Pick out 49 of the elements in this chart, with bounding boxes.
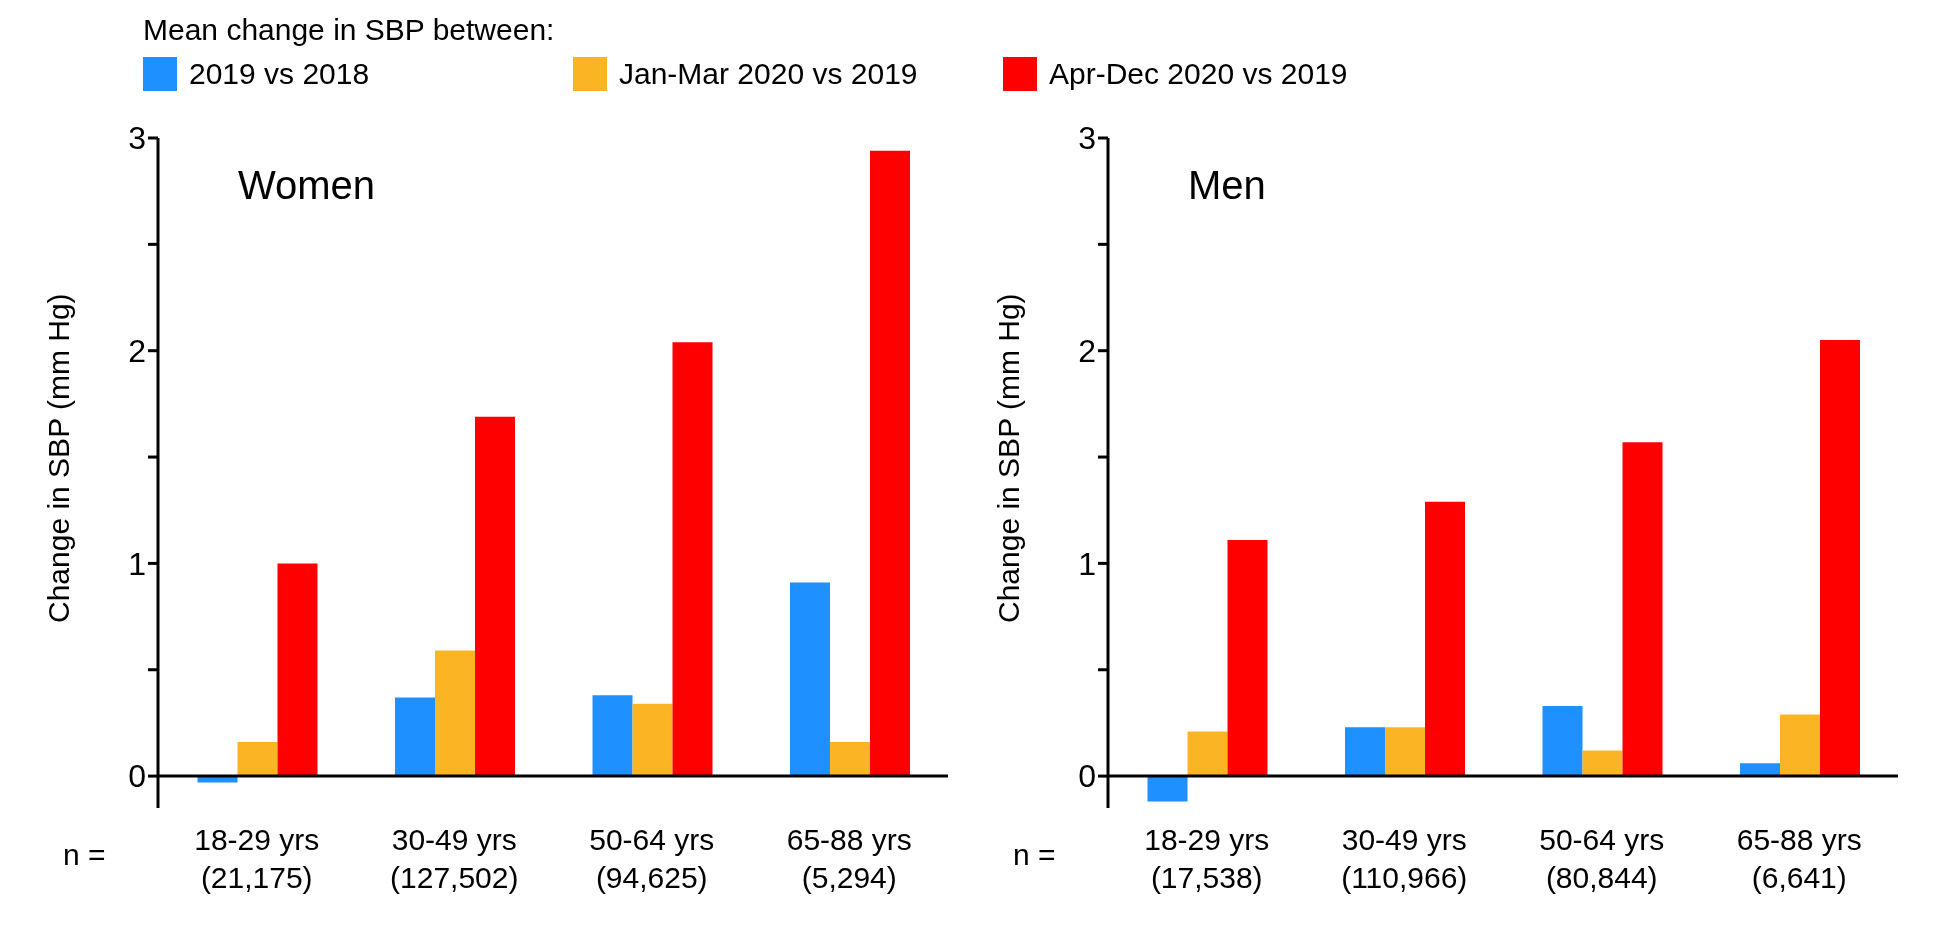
y-axis-title: Change in SBP (mm Hg) — [991, 293, 1025, 623]
bar — [435, 650, 475, 777]
y-tick-label: 0 — [128, 758, 146, 795]
bar — [1820, 340, 1860, 777]
bar — [1425, 501, 1465, 777]
bar — [1542, 705, 1583, 777]
y-tick-label: 3 — [128, 120, 146, 157]
bar — [475, 416, 515, 777]
y-tick-label: 1 — [1078, 545, 1096, 582]
x-tick-label: 30-49 yrs (110,966) — [1341, 823, 1468, 894]
x-tick-label: 18-29 yrs (21,175) — [194, 823, 320, 894]
y-axis-title: Change in SBP (mm Hg) — [41, 293, 75, 623]
bar — [395, 697, 435, 777]
y-tick-label: 1 — [128, 545, 146, 582]
bar — [1227, 540, 1268, 777]
x-tick-label: 30-49 yrs (127,502) — [390, 823, 519, 894]
bar — [1780, 714, 1820, 777]
bar — [1187, 731, 1228, 777]
text: n = — [63, 838, 106, 872]
bar — [1147, 776, 1188, 802]
x-tick-label: 50-64 yrs (94,625) — [589, 823, 715, 894]
x-tick-label: 65-88 yrs (5,294) — [786, 823, 912, 894]
bar — [632, 703, 673, 777]
x-tick-label: 65-88 yrs (6,641) — [1736, 823, 1862, 894]
legend-title: Mean change in SBP between: — [143, 12, 556, 48]
bar — [1740, 763, 1780, 777]
bar — [1582, 750, 1623, 777]
bar — [830, 742, 870, 777]
x-tick-label: 50-64 yrs (80,844) — [1539, 823, 1665, 894]
y-tick-label: 0 — [1078, 758, 1096, 795]
x-tick-label: 18-29 yrs (17,538) — [1144, 823, 1270, 894]
bar — [870, 150, 910, 777]
y-tick-label: 3 — [1078, 120, 1096, 157]
bar — [277, 563, 318, 777]
y-tick-label: 2 — [1078, 333, 1096, 370]
bar — [672, 342, 713, 777]
bar — [237, 742, 278, 777]
bar — [592, 695, 633, 777]
legend-label: Apr-Dec 2020 vs 2019 — [1049, 56, 1348, 92]
legend-label: 2019 vs 2018 — [189, 56, 370, 92]
legend-label: Jan-Mar 2020 vs 2019 — [619, 56, 918, 92]
y-tick-label: 2 — [128, 333, 146, 370]
text: Women — [238, 163, 376, 208]
text: Men — [1188, 163, 1266, 208]
bar — [1345, 727, 1385, 777]
bar — [1622, 442, 1663, 777]
text: n = — [1013, 838, 1056, 872]
bar — [790, 582, 830, 777]
bar — [1385, 727, 1425, 777]
